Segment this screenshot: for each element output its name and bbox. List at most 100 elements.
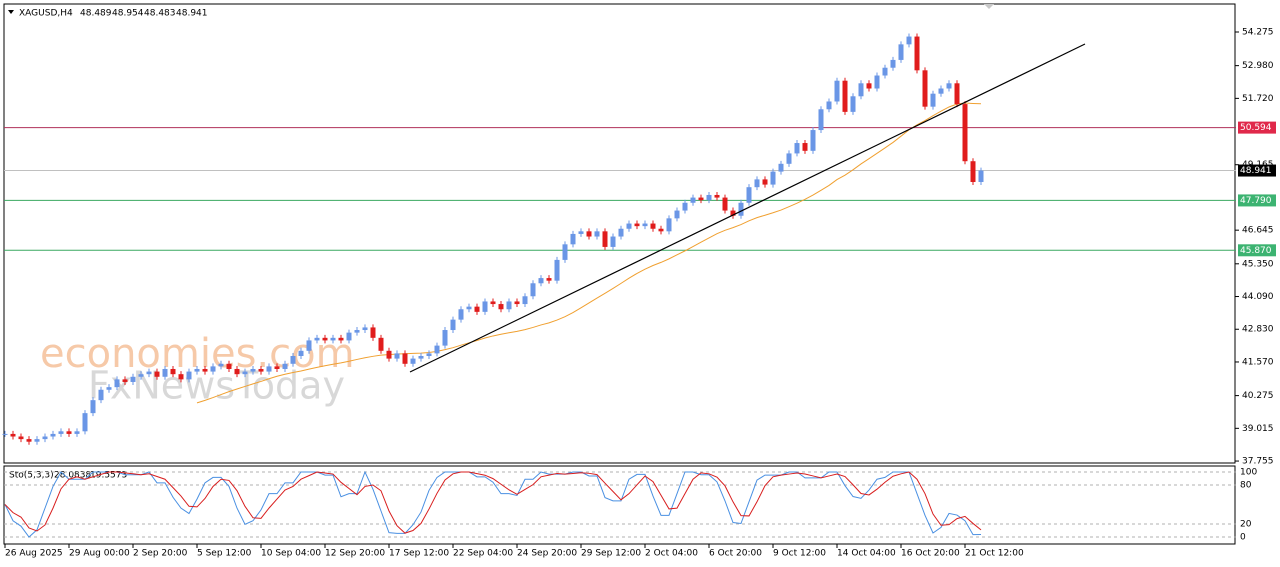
y-tick-label: 37.755	[1242, 457, 1274, 467]
y-tick-label: 45.350	[1242, 259, 1274, 269]
x-tick-label: 16 Oct 20:00	[901, 549, 960, 559]
candle	[434, 345, 440, 354]
candle	[194, 368, 200, 372]
trendline[interactable]	[409, 43, 1086, 373]
candle	[786, 153, 792, 164]
level-label-bg	[1238, 194, 1276, 207]
price-label-bg	[1238, 164, 1276, 177]
x-tick-label: 12 Sep 20:00	[325, 549, 385, 559]
candle	[842, 80, 848, 112]
x-tick-label: 29 Aug 00:00	[69, 549, 130, 559]
oscillator-main: 28.0838	[54, 471, 91, 481]
candle	[362, 327, 368, 331]
candle	[466, 306, 472, 310]
x-tick-label: 2 Oct 04:00	[645, 549, 698, 559]
open: 48.489	[80, 9, 112, 19]
candle	[626, 223, 632, 229]
candle	[450, 319, 456, 331]
candle	[474, 306, 480, 312]
x-tick-label: 14 Oct 04:00	[837, 549, 896, 559]
candle	[922, 70, 928, 107]
candle	[562, 244, 568, 260]
candle	[490, 301, 496, 305]
candle	[82, 413, 88, 432]
candle	[906, 36, 912, 45]
close: 48.941	[176, 9, 208, 19]
candle	[298, 350, 304, 356]
candle	[282, 363, 288, 369]
y-tick-label: 44.090	[1242, 292, 1274, 302]
candle	[890, 59, 896, 68]
candle	[554, 259, 560, 281]
candle	[170, 368, 176, 375]
candle	[530, 283, 536, 297]
candle	[410, 358, 416, 364]
candle	[74, 431, 80, 434]
candle	[394, 353, 400, 359]
candle	[2, 433, 8, 435]
candle	[50, 433, 56, 437]
candle	[18, 436, 24, 440]
candle	[274, 366, 280, 369]
candle	[66, 431, 72, 434]
x-tick-label: 5 Sep 12:00	[197, 549, 252, 559]
candle	[514, 301, 520, 305]
candle	[426, 353, 432, 356]
candle	[442, 330, 448, 346]
y-tick-label: 51.720	[1242, 94, 1274, 104]
level-label: 50.594	[1240, 123, 1272, 133]
candle	[674, 210, 680, 219]
candle	[570, 233, 576, 245]
candle	[122, 379, 128, 382]
candle	[130, 376, 136, 382]
candle	[938, 88, 944, 94]
x-tick-label: 24 Sep 20:00	[517, 549, 577, 559]
x-tick-label: 17 Sep 12:00	[389, 549, 449, 559]
y-tick-label: 46.645	[1242, 226, 1274, 236]
candle	[698, 197, 704, 201]
level-label: 47.790	[1240, 196, 1272, 206]
candle	[90, 400, 96, 414]
y-tick-label: 39.015	[1242, 424, 1274, 434]
candle	[186, 371, 192, 380]
candle	[242, 371, 248, 375]
candle	[418, 355, 424, 359]
candle	[330, 337, 336, 341]
oscillator-panel	[3, 465, 1236, 545]
candle	[802, 143, 808, 151]
level-label-bg	[1238, 244, 1276, 257]
candle	[98, 389, 104, 401]
candle	[266, 366, 272, 372]
y-tick-label: 54.275	[1242, 28, 1274, 38]
candle	[874, 75, 880, 89]
shift-marker[interactable]	[984, 4, 994, 9]
candle	[402, 353, 408, 364]
candle	[314, 337, 320, 341]
symbol: XAGUSD,H4	[19, 9, 73, 19]
osc-tick-label: 0	[1240, 533, 1246, 543]
candle	[954, 83, 960, 105]
candle	[482, 301, 488, 312]
candle	[658, 228, 664, 232]
level-label: 45.870	[1240, 246, 1272, 256]
candle	[738, 202, 744, 216]
candle	[882, 67, 888, 76]
x-tick-label: 29 Sep 12:00	[581, 549, 641, 559]
menu-arrow[interactable]	[8, 10, 14, 14]
candle	[634, 223, 640, 227]
osc-tick-label: 80	[1240, 481, 1252, 491]
x-tick-label: 9 Oct 12:00	[773, 549, 826, 559]
candle	[290, 355, 296, 364]
candle	[930, 93, 936, 107]
candle	[898, 44, 904, 60]
candle	[10, 433, 16, 437]
candle	[586, 231, 592, 237]
oscillator-signal: 19.5573	[90, 471, 127, 481]
candle	[602, 231, 608, 247]
candle	[218, 363, 224, 367]
candle	[946, 83, 952, 89]
candle	[714, 194, 720, 198]
price-label: 48.941	[1240, 166, 1272, 176]
candle	[146, 371, 152, 375]
osc-signal	[4, 471, 982, 534]
